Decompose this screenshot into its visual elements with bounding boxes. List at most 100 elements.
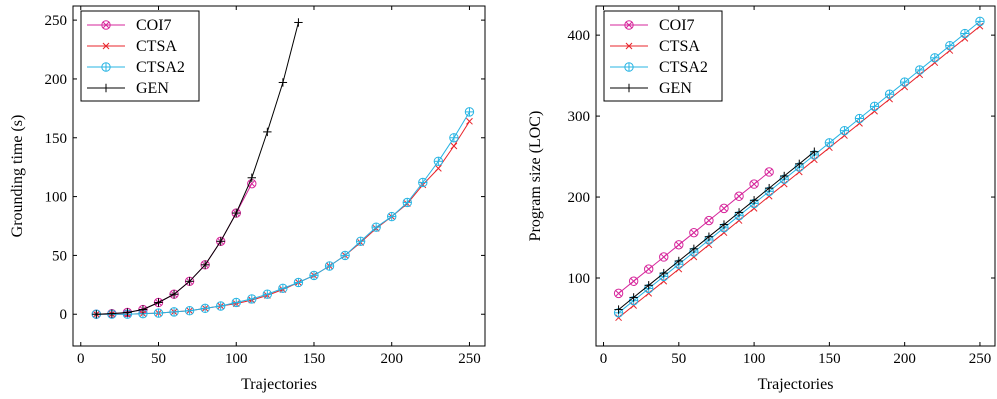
data-point-marker [946,47,954,54]
legend-entry: COI7 [610,17,695,34]
data-point [628,276,639,286]
data-point [247,294,257,304]
axes-frame [72,5,486,347]
data-point [705,241,713,249]
data-point [854,113,865,124]
data-point-marker [705,217,713,224]
x-axis-title: Trajectories [241,376,317,393]
legend-box [80,10,200,102]
data-point [659,268,668,278]
data-point-marker [248,180,256,188]
data-point-marker [630,277,638,285]
x-tick-label: 50 [151,351,166,367]
data-point-marker [720,229,728,237]
data-point [615,314,622,322]
data-point [719,220,729,229]
legend-marker [625,21,633,29]
data-point [123,308,132,317]
data-point [975,16,985,27]
x-tick-label: 50 [671,351,686,367]
legend-label: CTSA [136,38,177,55]
data-point [659,252,669,262]
data-point-marker [690,229,698,237]
data-point [976,22,984,30]
data-point [810,156,818,164]
data-point [674,256,684,266]
legend: COI7 CTSA CTSA2 GEN [80,10,200,102]
data-point-marker [961,35,969,42]
series-gen [614,147,819,314]
data-point [961,35,969,42]
x-tick-label: 250 [458,351,481,367]
legend-entry: CTSA2 [87,59,185,76]
x-tick-label: 0 [77,351,85,367]
data-point [464,107,475,117]
legend-label: COI7 [136,17,172,34]
y-tick-label: 100 [45,190,68,206]
data-point [293,277,304,288]
data-point [856,120,863,127]
data-point [169,290,179,299]
legend-box [603,10,723,102]
legend: COI7 CTSA CTSA2 GEN [603,10,723,102]
data-point [216,237,225,246]
data-point-marker [750,180,758,188]
y-tick-label: 50 [52,248,67,264]
data-point [434,164,442,172]
data-point [946,47,954,54]
data-point-marker [719,203,729,214]
x-tick-label: 200 [893,351,916,367]
data-point [153,308,164,318]
chart-panel-1: 0 50 100 150 200 250 0 50 100 150 200 250 Trajectori… [9,5,486,393]
data-point-marker [660,253,668,261]
data-point-marker [450,142,458,150]
data-point [231,297,241,308]
legend-entry: CTSA2 [610,59,708,76]
data-point [107,309,117,318]
data-point-marker [765,192,773,200]
data-point [418,177,428,188]
data-point [309,270,319,281]
data-point-marker [628,276,639,286]
data-point [674,240,684,250]
data-point-marker [720,205,728,212]
data-point [689,244,699,254]
x-axis-title: Trajectories [758,376,834,393]
legend-marker [625,42,633,50]
data-point-marker [735,192,743,200]
x-tick-label: 0 [600,351,608,367]
data-point [184,306,195,316]
y-axis-title: Program size (LOC) [527,111,544,242]
data-point [278,283,288,294]
y-tick-label: 0 [60,307,68,323]
data-point [689,227,699,238]
data-point [749,179,759,189]
data-point-marker [630,302,638,309]
data-point [899,77,910,87]
data-point [675,265,683,273]
data-point [294,18,303,27]
legend-entry: CTSA [610,38,700,55]
data-point-marker [705,241,713,249]
data-point [215,301,226,311]
data-point [138,305,148,314]
data-point [901,83,909,91]
legend-marker [102,42,110,50]
data-point [355,236,366,246]
data-point [645,290,653,297]
data-point [795,168,803,176]
data-point [735,217,743,224]
x-tick-label: 100 [225,351,248,367]
data-point-marker [886,95,893,103]
data-point [402,197,412,208]
data-point-marker [643,264,654,274]
data-point [719,203,729,214]
series-line [618,151,815,310]
x-tick-label: 150 [303,351,326,367]
series-ctsa2 [91,107,475,319]
data-point [340,250,350,261]
data-point-marker [735,217,743,224]
legend-label: GEN [136,80,169,97]
data-point-marker [825,144,833,152]
data-point [765,192,773,200]
